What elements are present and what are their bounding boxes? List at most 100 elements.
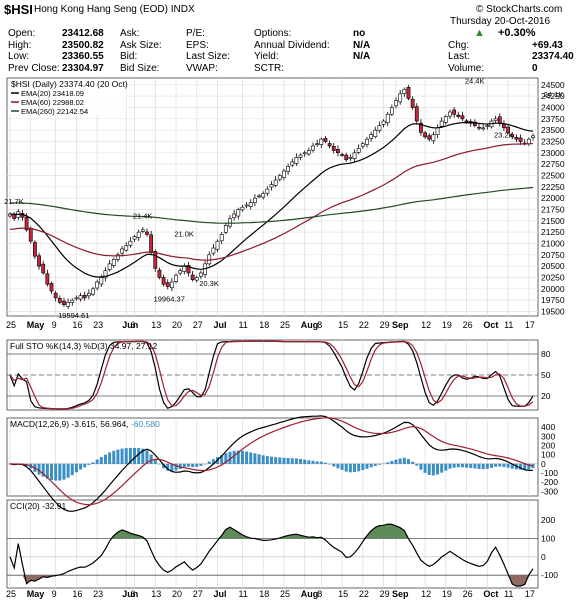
quote-label: Bid: [120,51,138,62]
x-tick-label-bottom: 27 [193,589,203,599]
x-tick-label-bottom: 25 [280,589,290,599]
candle-body [140,229,145,232]
candle-body [194,277,199,281]
macd-histogram-bar [58,463,62,481]
x-tick-label: 22 [359,320,369,330]
legend-entry: EMA(20) 23418.09 [21,89,84,98]
macd-histogram-bar [303,459,307,464]
macd-histogram-bar [415,463,419,466]
macd-histogram-bar [498,463,502,467]
candle-body [232,213,237,219]
macd-histogram-bar [45,463,49,479]
quote-label: SCTR: [254,62,284,74]
candle-body [228,218,232,227]
price-tick-label: 20500 [541,261,565,271]
candle-body [506,126,510,133]
quote-value: 0 [532,62,538,74]
macd-histogram-bar [319,461,323,464]
x-tick-label-bottom: Sep [392,589,409,599]
macd-tick-label: -100 [541,468,558,478]
macd-histogram-bar [166,463,170,471]
macd-histogram-bar [91,462,95,464]
macd-histogram-bar [124,448,128,464]
candle-body [410,98,415,108]
x-tick-label: 25 [280,320,290,330]
candle-body [257,195,261,198]
quote-label: Prev Close: [8,62,60,74]
macd-tick-label: 400 [541,422,555,432]
candle-body [514,137,519,140]
macd-histogram-bar [473,463,477,469]
quote-label: Last: [448,51,470,62]
x-tick-label-bottom: 29 [380,589,390,599]
price-annotation: 21.0K [174,230,194,239]
candle-body [186,265,191,274]
macd-tick-label: 200 [541,441,555,451]
candle-body [211,247,216,254]
candle-body [435,127,440,135]
macd-histogram-bar [54,463,58,481]
macd-histogram-bar [444,463,448,471]
candle-body [236,209,241,217]
macd-histogram-bar [245,451,249,464]
price-tick-label: 19500 [541,306,565,316]
candle-body [294,157,299,164]
candle-body [493,118,498,121]
price-tick-label: 19750 [541,295,565,305]
candle-body [427,135,432,140]
candle-body [215,240,220,250]
macd-histogram-bar [170,463,174,472]
candle-body [219,234,224,242]
candle-body [419,122,423,133]
price-tick-label: 21000 [541,238,565,248]
candle-body [178,270,183,274]
x-tick-label-bottom: 25 [6,589,16,599]
x-tick-label: 17 [525,320,535,330]
candle-body [153,251,158,269]
candle-body [190,274,195,281]
cci-tick-label: 200 [541,515,555,525]
macd-histogram-bar [377,463,381,465]
candle-body [261,193,266,198]
candle-body [12,214,17,219]
macd-histogram-bar [489,463,493,468]
macd-histogram-bar [128,447,132,464]
x-tick-label-bottom: Aug [301,589,319,599]
macd-histogram-bar [195,463,199,467]
candle-body [91,288,95,295]
candle-body [331,146,336,151]
macd-histogram-bar [162,463,166,469]
candle-body [336,149,340,154]
ema60-line [9,143,534,261]
price-tick-label: 24500 [541,80,565,90]
quote-label: Options: [254,28,292,39]
candle-body [169,281,174,289]
quote-value: 23500.82 [62,39,104,51]
x-tick-label: 19 [442,320,452,330]
panel-frame-3 [6,499,539,589]
candle-body [348,157,353,159]
candle-body [53,292,58,299]
quote-value: 23304.97 [62,62,104,74]
x-tick-label: 29 [380,320,390,330]
macd-histogram-bar [253,453,257,464]
price-panel-title: $HSI (Daily) 23374.40 (20 Oct) [11,79,128,89]
price-tick-label: 20750 [541,250,565,260]
macd-hist-value: -60.580 [131,419,160,429]
quote-label: Low: [8,51,30,62]
x-tick-label: 12 [421,320,431,330]
macd-histogram-bar [382,463,386,465]
price-tick-label: 21750 [541,204,565,214]
macd-histogram-bar [290,458,294,464]
candle-body [340,154,344,156]
macd-histogram-bar [265,456,269,464]
macd-histogram-bar [133,447,137,464]
candle-body [124,245,129,251]
macd-histogram-bar [307,460,311,464]
legend-entry: EMA(60) 22988.02 [21,98,84,107]
legend-entry: EMA(260) 22142.54 [21,107,88,116]
macd-tick-label: 100 [541,450,555,460]
quote-label: EPS: [186,39,209,51]
macd-histogram-bar [448,463,452,469]
